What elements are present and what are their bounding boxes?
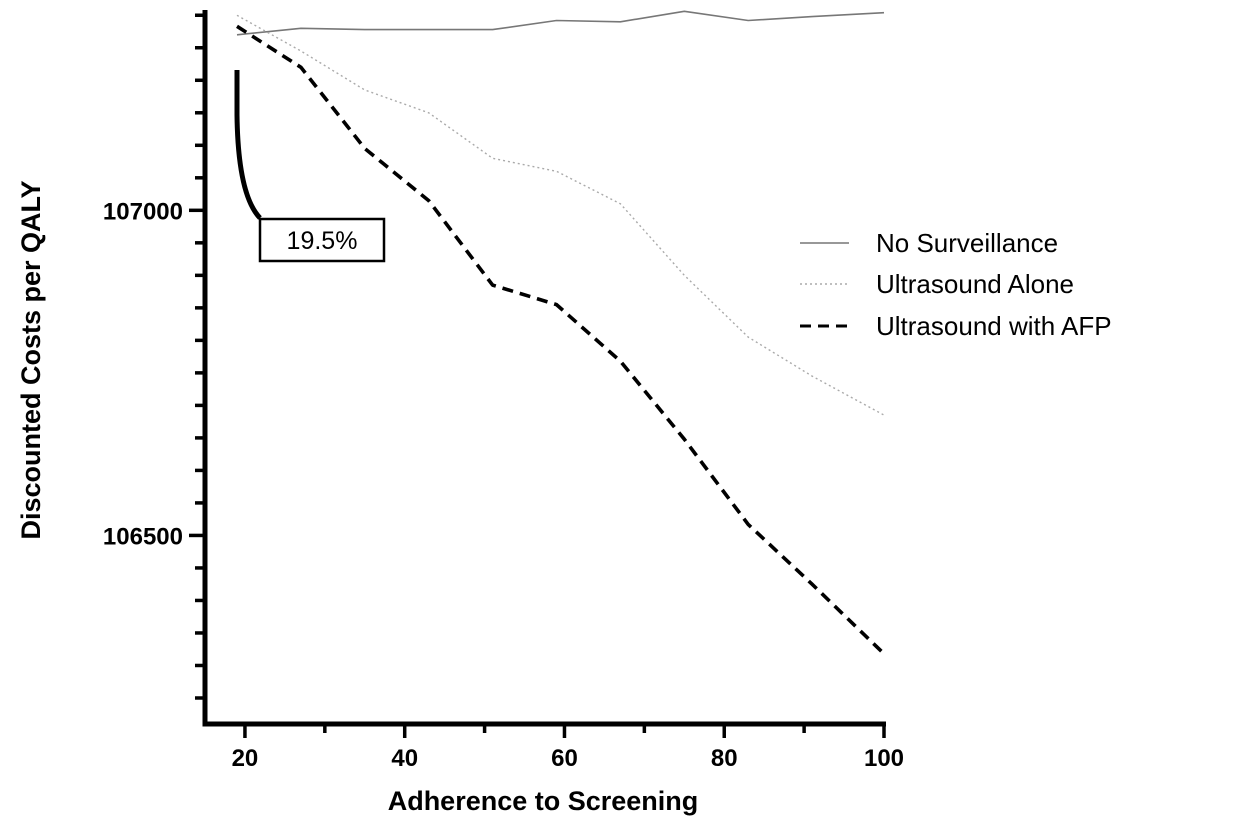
series-line-no-surveillance [236, 10, 885, 36]
annotation-bracket [234, 70, 262, 220]
series-line-ultrasound-with-afp [236, 24, 886, 656]
legend-label: Ultrasound with AFP [876, 311, 1112, 341]
annotation: 19.5% [234, 70, 386, 263]
y-tick-label: 106500 [103, 523, 183, 550]
annotation-box [258, 217, 386, 263]
x-tick-label: 60 [551, 745, 578, 772]
legend: No Surveillance Ultrasound Alone Ultrasoun… [800, 228, 1112, 341]
x-tick-label: 20 [232, 745, 259, 772]
x-tick-label: 100 [864, 745, 904, 772]
legend-label: No Surveillance [876, 228, 1058, 258]
y-tick-label: 107000 [103, 198, 183, 225]
x-tick-label: 40 [391, 745, 418, 772]
plot-lines [236, 10, 886, 656]
series-line-ultrasound-alone [236, 14, 885, 416]
annotation-label: 19.5% [287, 227, 358, 255]
legend-label: Ultrasound Alone [876, 269, 1074, 299]
x-tick-label: 80 [711, 745, 738, 772]
x-axis-title: Adherence to Screening [388, 786, 699, 816]
y-axis-title: Discounted Costs per QALY [16, 180, 46, 539]
axes: 106500 107000 20 40 60 80 100 [103, 10, 904, 772]
